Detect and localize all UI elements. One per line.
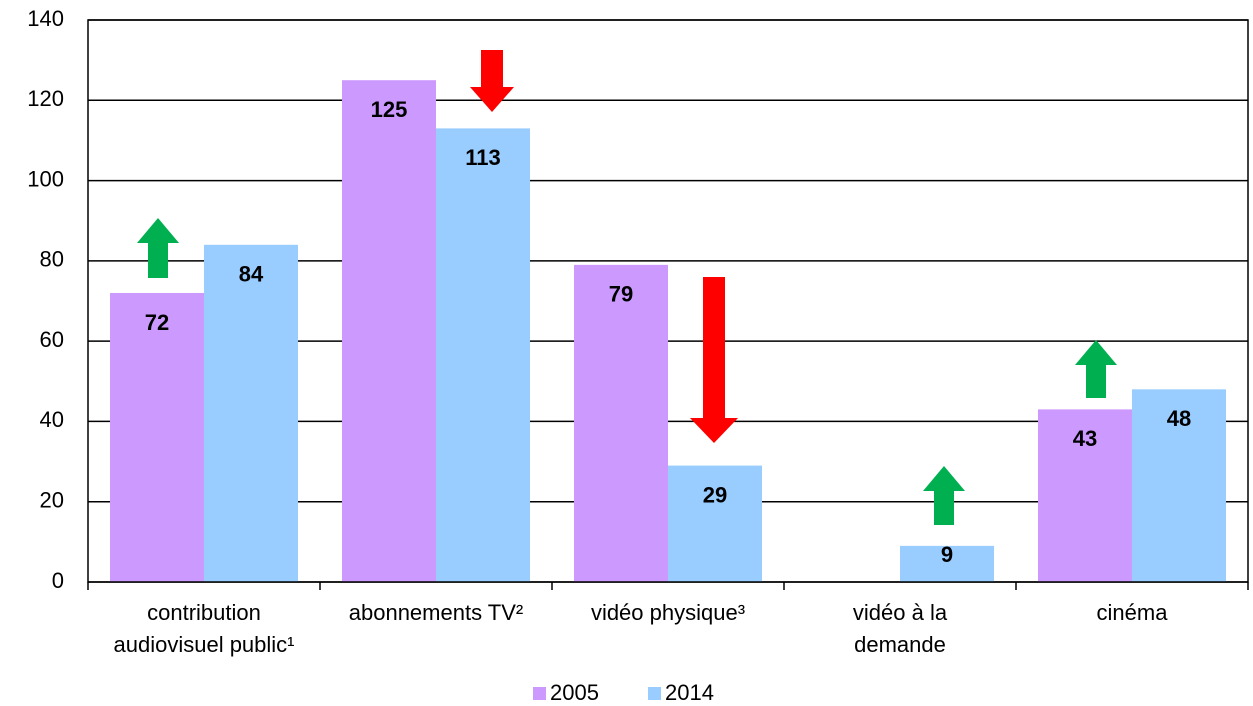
data-label: 79 [609, 282, 633, 307]
bar [204, 244, 298, 583]
legend-label: 2005 [550, 680, 599, 705]
annotations [137, 50, 1117, 525]
y-tick-label: 40 [40, 407, 64, 432]
y-tick-label: 20 [40, 488, 64, 513]
x-tick-label: cinéma [1097, 600, 1169, 625]
y-tick-label: 0 [52, 568, 64, 593]
arrow-up [923, 466, 965, 525]
data-label: 29 [703, 482, 727, 507]
data-label: 125 [371, 97, 408, 122]
x-tick-label: abonnements TV² [349, 600, 523, 625]
plot-frame [87, 19, 1249, 583]
y-tick-label: 80 [40, 247, 64, 272]
data-label: 43 [1073, 426, 1097, 451]
y-tick-label: 100 [27, 166, 64, 191]
y-tick-label: 120 [27, 86, 64, 111]
data-label: 84 [239, 262, 264, 287]
legend-swatch [533, 687, 546, 700]
data-label: 72 [145, 310, 169, 335]
bar [574, 264, 668, 582]
arrow-down [690, 277, 738, 443]
y-tick-label: 60 [40, 327, 64, 352]
bar [900, 545, 994, 582]
legend-label: 2014 [665, 680, 714, 705]
x-tick-label: vidéo physique³ [591, 600, 745, 625]
bar [342, 80, 436, 582]
x-tick-label: contribution audiovisuel public¹ [114, 600, 295, 657]
arrow-up [1075, 340, 1117, 398]
y-tick-label: 140 [27, 6, 64, 31]
bar [1038, 409, 1132, 582]
arrow-down [470, 50, 514, 112]
bar [110, 292, 204, 582]
legend-swatch [648, 687, 661, 700]
data-label: 113 [465, 145, 501, 170]
data-label: 48 [1167, 406, 1191, 431]
bar [1132, 389, 1226, 582]
bar [668, 465, 762, 582]
bar [436, 128, 530, 582]
x-tick-label: vidéo à la demande [853, 600, 948, 657]
arrow-up [137, 218, 179, 278]
data-label: 9 [941, 542, 953, 567]
